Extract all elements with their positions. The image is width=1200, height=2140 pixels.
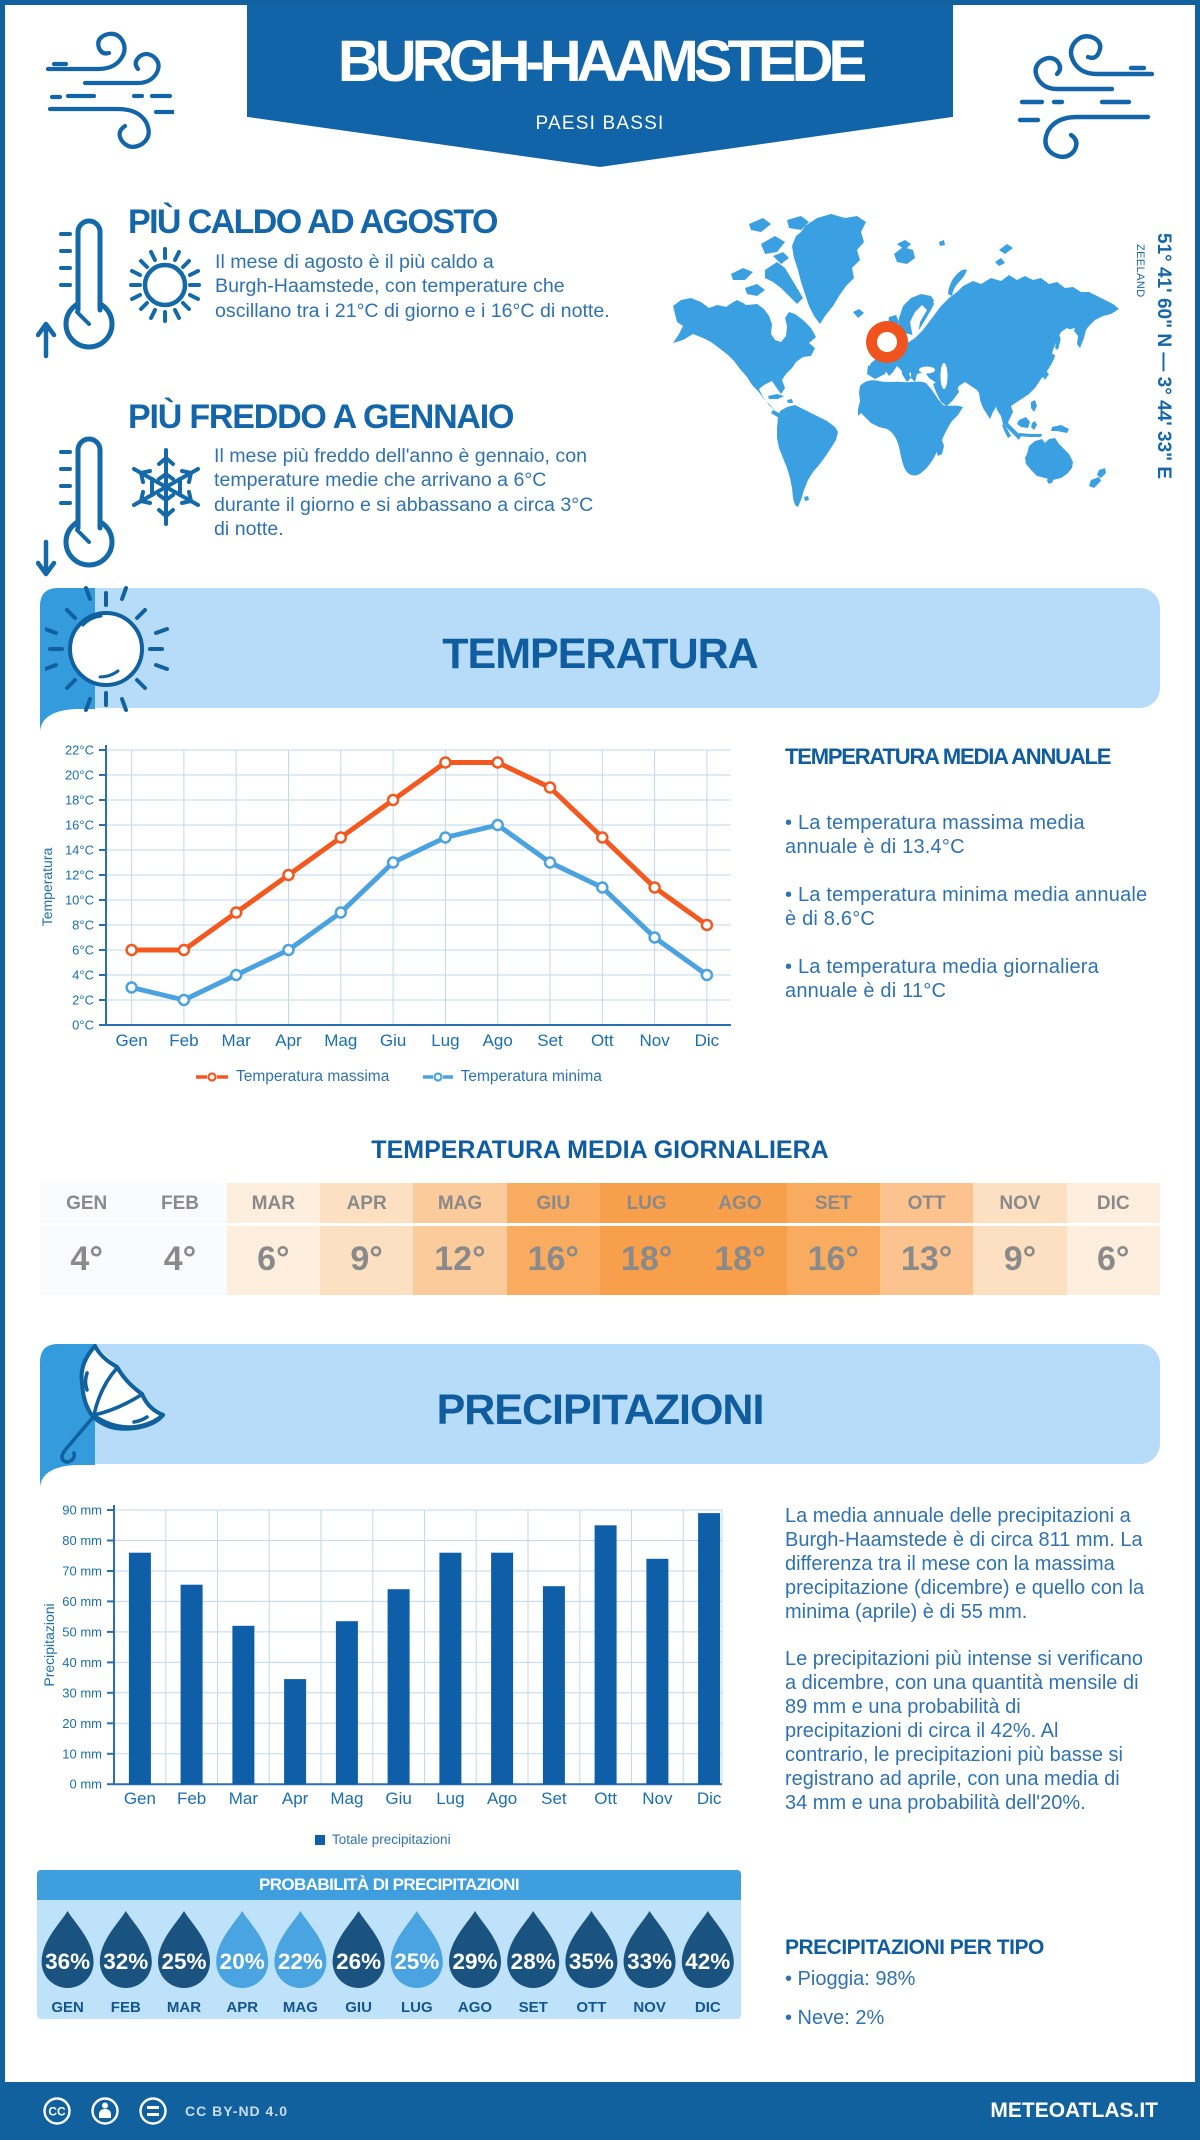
svg-text:Ott: Ott — [594, 1789, 617, 1808]
svg-text:20°C: 20°C — [65, 768, 94, 783]
svg-text:Temperatura: Temperatura — [40, 847, 55, 926]
svg-text:30 mm: 30 mm — [62, 1685, 102, 1700]
svg-text:10°C: 10°C — [65, 893, 94, 908]
svg-text:10 mm: 10 mm — [62, 1746, 102, 1761]
svg-text:0°C: 0°C — [72, 1018, 94, 1033]
svg-text:32%: 32% — [103, 1949, 148, 1974]
svg-text:Set: Set — [541, 1789, 567, 1808]
svg-text:20 mm: 20 mm — [62, 1716, 102, 1731]
svg-text:Precipitazioni: Precipitazioni — [41, 1603, 57, 1686]
svg-text:Dic: Dic — [695, 1031, 720, 1050]
svg-text:35%: 35% — [569, 1949, 614, 1974]
svg-text:28%: 28% — [511, 1949, 556, 1974]
svg-text:60 mm: 60 mm — [62, 1594, 102, 1609]
svg-text:Feb: Feb — [177, 1789, 206, 1808]
svg-text:Ott: Ott — [591, 1031, 614, 1050]
svg-text:18°C: 18°C — [65, 793, 94, 808]
svg-text:OTT: OTT — [576, 1999, 606, 2016]
svg-text:Lug: Lug — [436, 1789, 464, 1808]
svg-text:Nov: Nov — [642, 1789, 673, 1808]
svg-text:Mag: Mag — [330, 1789, 363, 1808]
svg-text:CC: CC — [48, 2105, 66, 2119]
svg-text:2°C: 2°C — [72, 993, 94, 1008]
svg-text:29%: 29% — [452, 1949, 497, 1974]
svg-text:26%: 26% — [336, 1949, 381, 1974]
svg-text:70 mm: 70 mm — [62, 1564, 102, 1579]
svg-text:Apr: Apr — [275, 1031, 302, 1050]
svg-text:6°C: 6°C — [72, 943, 94, 958]
svg-text:APR: APR — [226, 1999, 258, 2016]
svg-text:16°C: 16°C — [65, 818, 94, 833]
svg-text:LUG: LUG — [401, 1999, 433, 2016]
svg-text:50 mm: 50 mm — [62, 1624, 102, 1639]
svg-text:DIC: DIC — [695, 1999, 721, 2016]
svg-text:MAR: MAR — [167, 1999, 201, 2016]
svg-text:Ago: Ago — [483, 1031, 513, 1050]
svg-text:0 mm: 0 mm — [70, 1777, 103, 1792]
svg-text:4°C: 4°C — [72, 968, 94, 983]
svg-text:Giu: Giu — [380, 1031, 406, 1050]
svg-text:36%: 36% — [45, 1949, 90, 1974]
svg-text:25%: 25% — [394, 1949, 439, 1974]
svg-text:AGO: AGO — [458, 1999, 493, 2016]
svg-text:Mar: Mar — [229, 1789, 259, 1808]
svg-text:Feb: Feb — [169, 1031, 198, 1050]
svg-text:Giu: Giu — [385, 1789, 411, 1808]
svg-text:14°C: 14°C — [65, 843, 94, 858]
svg-text:SET: SET — [519, 1999, 548, 2016]
svg-text:Mag: Mag — [324, 1031, 357, 1050]
svg-text:Lug: Lug — [431, 1031, 459, 1050]
svg-text:Mar: Mar — [222, 1031, 252, 1050]
svg-text:Gen: Gen — [124, 1789, 156, 1808]
svg-text:Dic: Dic — [697, 1789, 722, 1808]
svg-text:Nov: Nov — [639, 1031, 670, 1050]
svg-text:8°C: 8°C — [72, 918, 94, 933]
svg-text:Ago: Ago — [487, 1789, 517, 1808]
svg-text:NOV: NOV — [633, 1999, 666, 2016]
svg-text:42%: 42% — [685, 1949, 730, 1974]
svg-text:Apr: Apr — [282, 1789, 309, 1808]
svg-text:40 mm: 40 mm — [62, 1655, 102, 1670]
svg-text:22°C: 22°C — [65, 743, 94, 758]
svg-text:33%: 33% — [627, 1949, 672, 1974]
svg-text:12°C: 12°C — [65, 868, 94, 883]
svg-text:GIU: GIU — [345, 1999, 372, 2016]
svg-text:90 mm: 90 mm — [62, 1503, 102, 1518]
svg-text:Gen: Gen — [116, 1031, 148, 1050]
svg-text:22%: 22% — [278, 1949, 323, 1974]
svg-text:GEN: GEN — [51, 1999, 84, 2016]
svg-text:20%: 20% — [220, 1949, 265, 1974]
svg-text:FEB: FEB — [111, 1999, 141, 2016]
svg-text:MAG: MAG — [283, 1999, 318, 2016]
svg-text:80 mm: 80 mm — [62, 1533, 102, 1548]
svg-text:25%: 25% — [161, 1949, 206, 1974]
svg-text:Set: Set — [537, 1031, 563, 1050]
